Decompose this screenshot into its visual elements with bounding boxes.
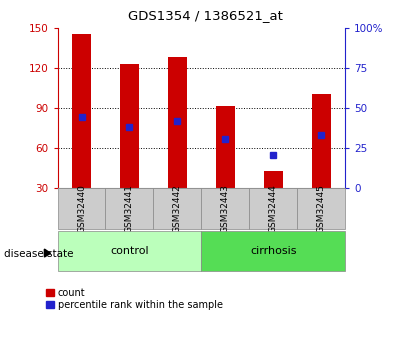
Bar [264,171,283,188]
Text: control: control [110,246,149,256]
Text: GSM32444: GSM32444 [269,184,278,233]
Bar [106,188,153,229]
Bar [312,95,331,188]
Text: cirrhosis: cirrhosis [250,246,297,256]
Text: disease state: disease state [4,249,74,258]
Text: GSM32445: GSM32445 [317,184,326,233]
Bar [201,231,345,271]
Bar [249,188,297,229]
Bar [297,188,345,229]
Text: GSM32442: GSM32442 [173,184,182,233]
Bar [58,231,201,271]
Bar [58,188,106,229]
Bar [201,188,249,229]
Text: GSM32441: GSM32441 [125,184,134,233]
Bar [153,188,201,229]
Text: GSM32440: GSM32440 [77,184,86,233]
Bar [120,64,139,188]
Text: GSM32443: GSM32443 [221,184,230,233]
Bar [168,57,187,188]
Text: GDS1354 / 1386521_at: GDS1354 / 1386521_at [128,9,283,22]
Legend: count, percentile rank within the sample: count, percentile rank within the sample [46,288,223,310]
Bar [72,34,91,188]
Bar [216,107,235,188]
